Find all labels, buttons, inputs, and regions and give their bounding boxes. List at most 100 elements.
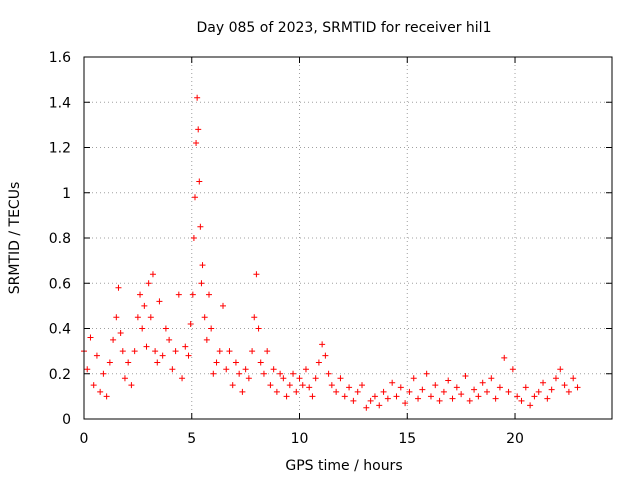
- data-point: [453, 384, 460, 391]
- data-point: [445, 377, 452, 384]
- data-point: [195, 126, 202, 133]
- data-point: [125, 359, 132, 366]
- data-point: [290, 370, 297, 377]
- y-tick-label: 0.2: [49, 367, 71, 383]
- data-point: [84, 366, 91, 373]
- data-point: [190, 235, 197, 241]
- data-point: [213, 359, 220, 366]
- data-point: [319, 341, 326, 348]
- data-point: [193, 139, 200, 146]
- data-point: [367, 397, 374, 404]
- data-point: [210, 370, 217, 377]
- data-point: [115, 284, 122, 291]
- data-point: [522, 384, 529, 391]
- data-point: [216, 348, 223, 355]
- y-tick-label: 1.2: [49, 141, 71, 157]
- data-point: [255, 325, 262, 332]
- data-point: [440, 388, 447, 395]
- data-point: [121, 375, 128, 382]
- data-point: [475, 393, 482, 400]
- data-point: [87, 334, 94, 341]
- x-tick-label: 10: [291, 431, 309, 447]
- data-point: [270, 366, 277, 373]
- data-point: [302, 366, 309, 373]
- data-point: [415, 395, 422, 402]
- data-point: [179, 375, 186, 382]
- data-point: [518, 397, 525, 404]
- data-point: [540, 379, 547, 386]
- data-point: [393, 393, 400, 400]
- y-axis-label: SRMTID / TECUs: [7, 182, 23, 295]
- y-tick-label: 1: [62, 186, 71, 202]
- data-point: [548, 386, 555, 393]
- data-point: [172, 348, 179, 355]
- data-point: [251, 314, 258, 321]
- data-point: [205, 291, 212, 298]
- data-point: [384, 395, 391, 402]
- data-point: [354, 388, 361, 395]
- data-point: [462, 373, 469, 380]
- data-point: [110, 336, 117, 343]
- data-point: [350, 397, 357, 404]
- data-point: [286, 382, 293, 389]
- data-point: [273, 388, 280, 395]
- data-point: [406, 388, 413, 395]
- data-point: [432, 382, 439, 389]
- data-point: [283, 393, 290, 400]
- data-point: [197, 223, 204, 230]
- data-point: [208, 325, 215, 332]
- data-point: [166, 336, 173, 343]
- x-tick-label: 15: [398, 431, 416, 447]
- x-tick-label: 20: [506, 431, 524, 447]
- data-point: [293, 388, 300, 395]
- data-point: [509, 366, 516, 373]
- y-tick-label: 0.8: [49, 231, 71, 247]
- data-point: [117, 330, 124, 337]
- data-point: [152, 348, 159, 355]
- data-point: [280, 375, 287, 382]
- data-point: [325, 370, 332, 377]
- data-point: [239, 388, 246, 395]
- data-point: [196, 178, 203, 185]
- data-point: [299, 382, 306, 389]
- data-point: [479, 379, 486, 386]
- data-point: [169, 366, 176, 373]
- data-point: [277, 370, 284, 377]
- data-point: [201, 314, 208, 321]
- data-point: [260, 370, 267, 377]
- data-point: [514, 393, 521, 400]
- data-point: [194, 94, 201, 101]
- data-point: [143, 343, 150, 350]
- data-point: [139, 325, 146, 332]
- data-point: [90, 382, 97, 389]
- data-point: [484, 388, 491, 395]
- data-point: [544, 395, 551, 402]
- data-point: [341, 393, 348, 400]
- y-tick-label: 0.4: [49, 322, 71, 338]
- data-point: [113, 314, 120, 321]
- y-tick-label: 0.6: [49, 276, 71, 292]
- data-point: [226, 348, 233, 355]
- data-point: [128, 382, 135, 389]
- data-point: [154, 359, 161, 366]
- data-point: [328, 382, 335, 389]
- data-point: [531, 393, 538, 400]
- data-point: [312, 375, 319, 382]
- data-point: [223, 366, 230, 373]
- plot-frame: [83, 56, 613, 420]
- data-point: [141, 302, 148, 309]
- data-point: [458, 391, 465, 398]
- data-point: [191, 194, 198, 201]
- x-tick-label: 5: [187, 431, 196, 447]
- data-point: [97, 388, 104, 395]
- data-point: [527, 402, 534, 409]
- data-point: [402, 400, 409, 407]
- data-point: [137, 291, 144, 298]
- data-point: [242, 366, 249, 373]
- y-tick-label: 1.6: [49, 50, 71, 66]
- data-point: [229, 382, 236, 389]
- data-point: [220, 302, 227, 309]
- data-point: [565, 388, 572, 395]
- data-point: [535, 388, 542, 395]
